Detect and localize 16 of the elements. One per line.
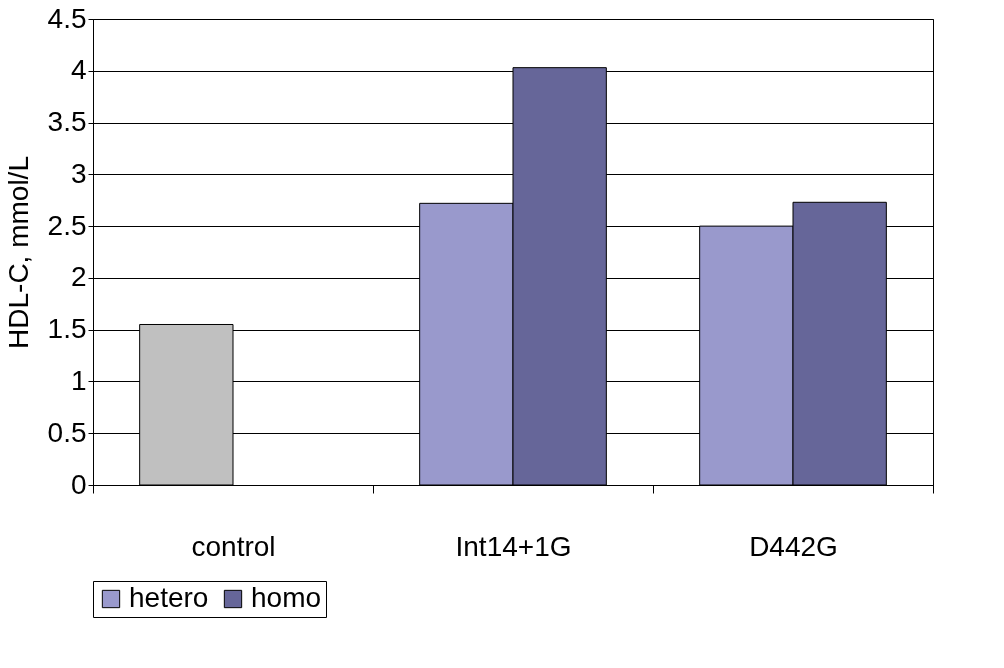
y-tick-label: 3	[70, 157, 87, 189]
y-tick-label: 1	[70, 364, 87, 396]
y-tick-label: 1.5	[47, 313, 87, 345]
x-tick-label: Int14+1G	[455, 530, 572, 562]
y-tick-label: 0.5	[47, 416, 87, 448]
legend-label: hetero	[129, 582, 209, 613]
y-axis-title: HDL-C, mmol/L	[2, 156, 34, 349]
y-tick-label: 4.5	[47, 2, 87, 34]
y-tick-label: 2.5	[47, 209, 87, 241]
y-tick-label: 3.5	[47, 106, 87, 138]
legend-label: homo	[251, 582, 322, 613]
y-tick-label: 4	[70, 54, 87, 86]
x-tick-label: D442G	[749, 530, 838, 562]
y-tick-label: 0	[70, 468, 87, 500]
x-tick-label: control	[191, 530, 276, 562]
y-tick-label: 2	[70, 261, 87, 293]
